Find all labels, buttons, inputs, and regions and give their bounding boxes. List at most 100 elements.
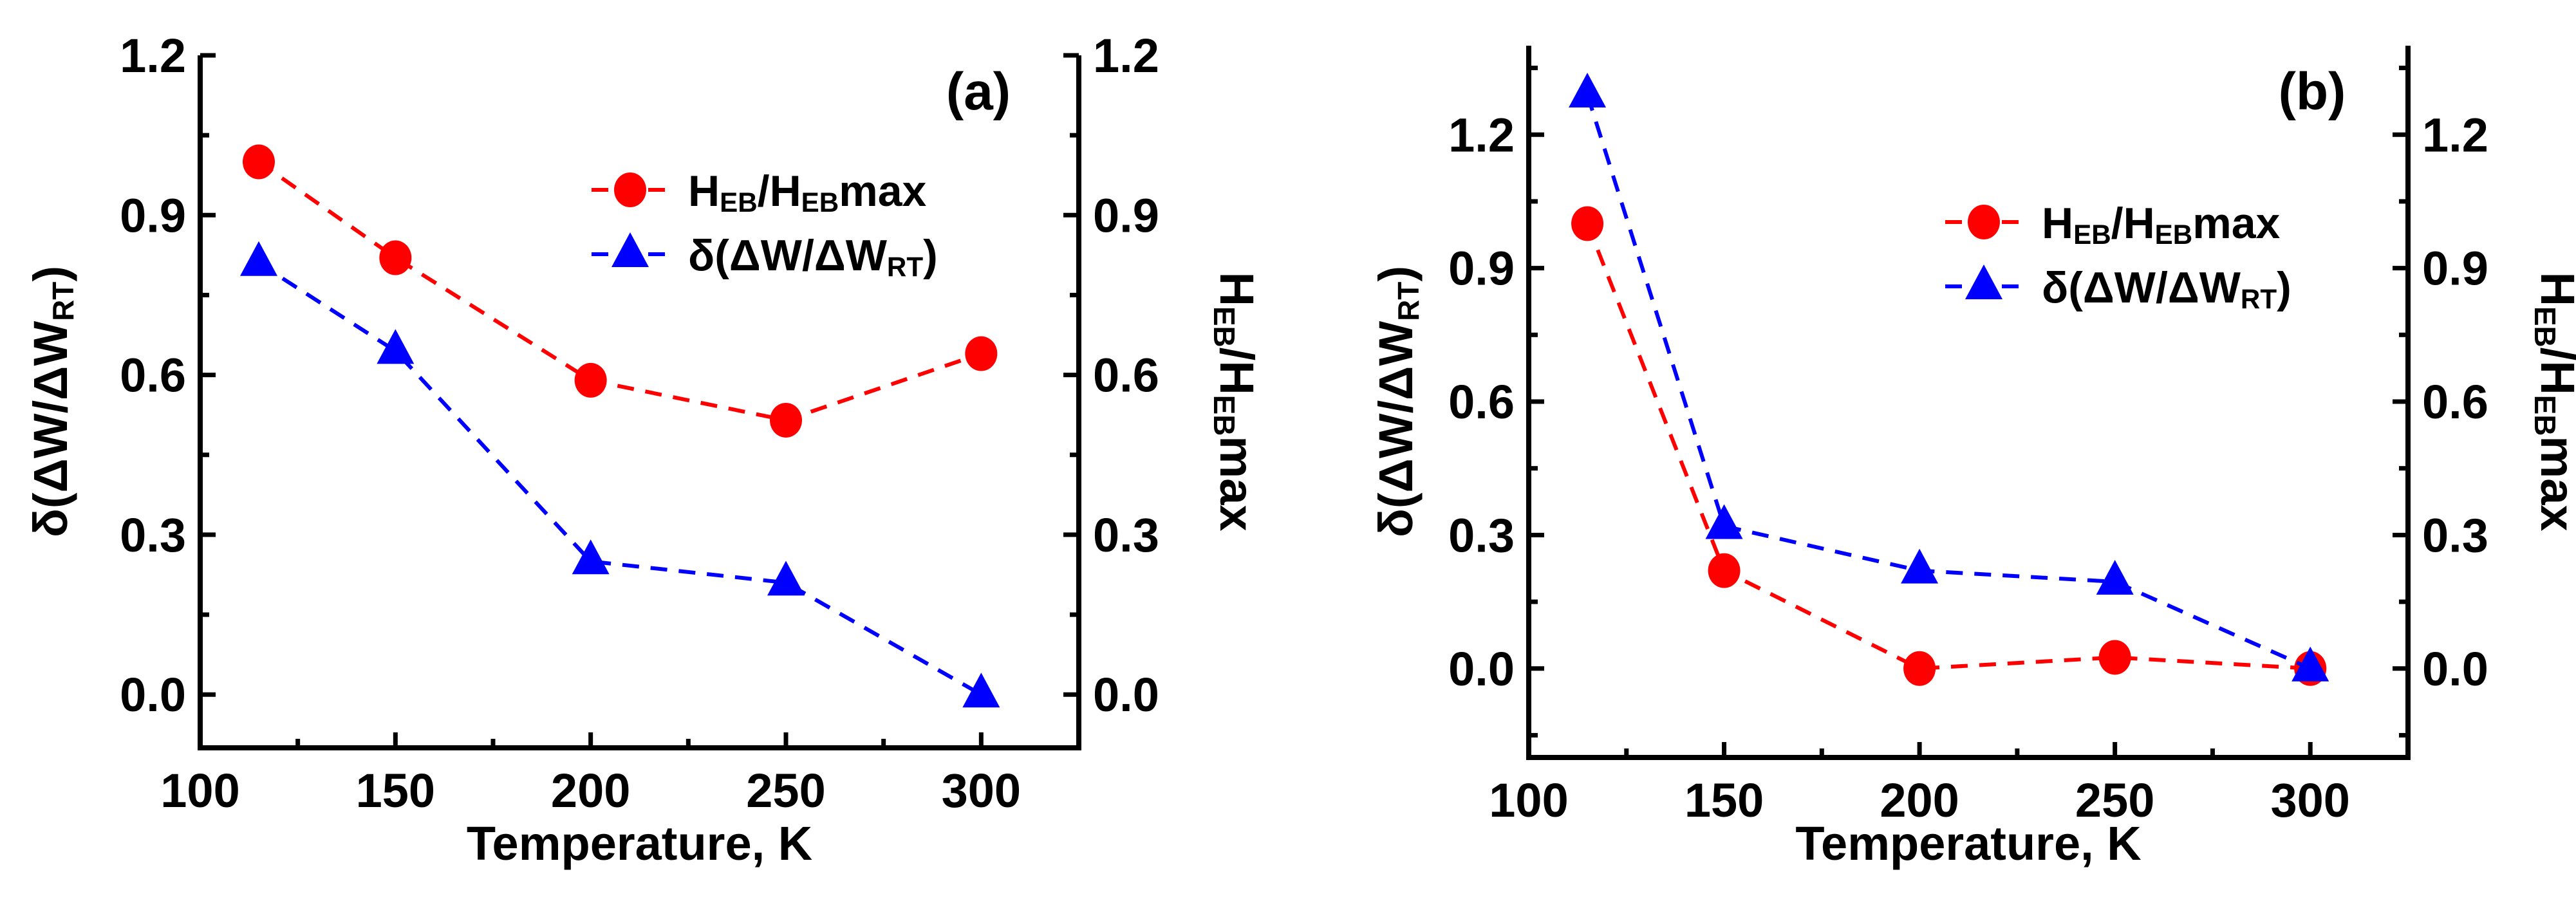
y-left-tick-label: 0.6 <box>120 349 186 402</box>
legend-marker <box>614 172 646 207</box>
subscript: RT <box>887 252 923 282</box>
text-part: /H <box>2531 348 2576 395</box>
data-point-triangle <box>767 561 805 596</box>
series-line <box>1585 94 2311 671</box>
data-point-circle <box>2098 640 2131 675</box>
panel-label: (a) <box>946 62 1011 121</box>
x-tick-label: 250 <box>746 764 825 817</box>
data-point-circle <box>1708 553 1741 588</box>
subscript: EB <box>720 187 758 218</box>
legend-label: HEB/HEBmax <box>688 167 927 218</box>
y-left-tick-label: 0.0 <box>1448 642 1515 696</box>
subscript: EB <box>801 187 839 218</box>
subscript: RT <box>46 282 80 321</box>
legend-marker <box>611 232 649 267</box>
data-point-triangle <box>2291 646 2329 682</box>
series-line <box>1585 223 2311 671</box>
text-part: H <box>2042 199 2073 248</box>
y-right-tick-label: 0.0 <box>2422 642 2488 696</box>
data-point-triangle <box>240 241 277 276</box>
y-left-axis-title: δ(ΔW/ΔWRT) <box>24 266 80 537</box>
y-left-tick-label: 0.6 <box>1448 375 1515 429</box>
data-point-circle <box>574 362 607 398</box>
data-point-triangle <box>1901 548 1939 584</box>
x-tick-label: 300 <box>942 764 1021 817</box>
data-point-circle <box>1903 651 1936 686</box>
y-left-axis-title: δ(ΔW/ΔWRT) <box>1369 266 1425 537</box>
legend-marker <box>1968 205 2000 239</box>
y-right-tick-label: 0.6 <box>2422 375 2488 429</box>
y-left-tick-label: 0.3 <box>120 508 186 562</box>
subscript: EB <box>2528 306 2562 348</box>
text-part: H <box>1210 272 1264 306</box>
text-part: ) <box>2277 263 2291 312</box>
y-right-tick-label: 0.3 <box>2422 508 2488 562</box>
text-part: δ(ΔW/ΔW <box>24 321 77 537</box>
y-left-tick-label: 0.9 <box>120 189 186 242</box>
subscript: EB <box>2155 219 2193 250</box>
series-delta-w-ratio <box>1569 73 2329 682</box>
data-point-triangle <box>1569 73 1607 108</box>
subscript: RT <box>1392 282 1425 321</box>
subscript: EB <box>1208 395 1241 436</box>
text-part: δ(ΔW/ΔW <box>2042 263 2241 312</box>
text-part: max <box>2531 436 2576 531</box>
series-heb-ratio <box>1571 206 2327 686</box>
text-part: ) <box>1369 266 1423 282</box>
x-tick-label: 250 <box>2075 774 2154 827</box>
y-left-tick-label: 1.2 <box>1448 108 1515 162</box>
text-part: H <box>688 167 720 216</box>
legend-label: δ(ΔW/ΔWRT) <box>2042 263 2291 314</box>
text-part: ) <box>923 231 938 280</box>
legend-label: δ(ΔW/ΔWRT) <box>688 231 938 282</box>
x-axis-title: Temperature, K <box>1795 817 2141 870</box>
y-right-axis-title: HEB/HEBmax <box>2528 272 2576 531</box>
x-tick-label: 100 <box>160 764 239 817</box>
series-delta-w-ratio <box>240 241 1000 708</box>
legend-marker <box>1965 265 2002 299</box>
y-right-tick-label: 0.6 <box>1093 349 1159 402</box>
x-axis-title: Temperature, K <box>467 817 812 870</box>
y-right-tick-label: 0.0 <box>1093 668 1159 721</box>
panel-label: (b) <box>2279 62 2346 121</box>
data-point-circle <box>770 402 802 438</box>
chart-panel-b: 100 150 200 250 300 0.0 0.0 0.3 0.3 0.6 0.6 0.9 0.9 1… <box>1369 46 2576 870</box>
axes-frame <box>1526 46 2411 760</box>
y-left-tick-label: 0.0 <box>120 668 186 721</box>
data-point-triangle <box>2096 559 2134 595</box>
x-tick-label: 200 <box>1880 774 1959 827</box>
text-part: H <box>2531 272 2576 306</box>
x-tick-label: 150 <box>1685 774 1764 827</box>
y-right-tick-label: 0.9 <box>1093 189 1159 242</box>
x-tick-label: 300 <box>2270 774 2349 827</box>
subscript: EB <box>2073 219 2111 250</box>
text-part: /H <box>758 167 801 216</box>
series-line <box>257 261 982 696</box>
data-point-triangle <box>572 539 610 575</box>
data-point-triangle <box>962 673 1000 708</box>
y-right-tick-label: 1.2 <box>1093 29 1159 82</box>
subscript: RT <box>2241 284 2277 314</box>
subscript: EB <box>1208 306 1241 348</box>
text-part: max <box>2192 199 2280 248</box>
text-part: /H <box>2111 199 2155 248</box>
data-point-circle <box>243 144 275 180</box>
text-part: /H <box>1210 348 1264 395</box>
y-right-tick-label: 0.3 <box>1093 508 1159 562</box>
text-part: max <box>839 167 926 216</box>
y-left-tick-label: 0.9 <box>1448 242 1515 295</box>
data-point-circle <box>379 240 412 275</box>
chart-panel-a: 100 150 200 250 300 0.0 0.0 0.3 0.3 0.6 0.6 0.9 0.9 1… <box>24 29 1264 870</box>
text-part: δ(ΔW/ΔW <box>1369 321 1423 537</box>
text-part: δ(ΔW/ΔW <box>688 231 888 280</box>
text-part: ) <box>24 266 77 282</box>
y-right-axis-title: HEB/HEBmax <box>1208 272 1264 531</box>
data-point-circle <box>965 336 998 371</box>
y-left-tick-label: 1.2 <box>120 29 186 82</box>
data-point-circle <box>1571 206 1604 241</box>
text-part: max <box>1210 436 1264 531</box>
legend-label: HEB/HEBmax <box>2042 199 2281 250</box>
subscript: EB <box>2528 395 2562 436</box>
data-point-triangle <box>377 329 415 364</box>
